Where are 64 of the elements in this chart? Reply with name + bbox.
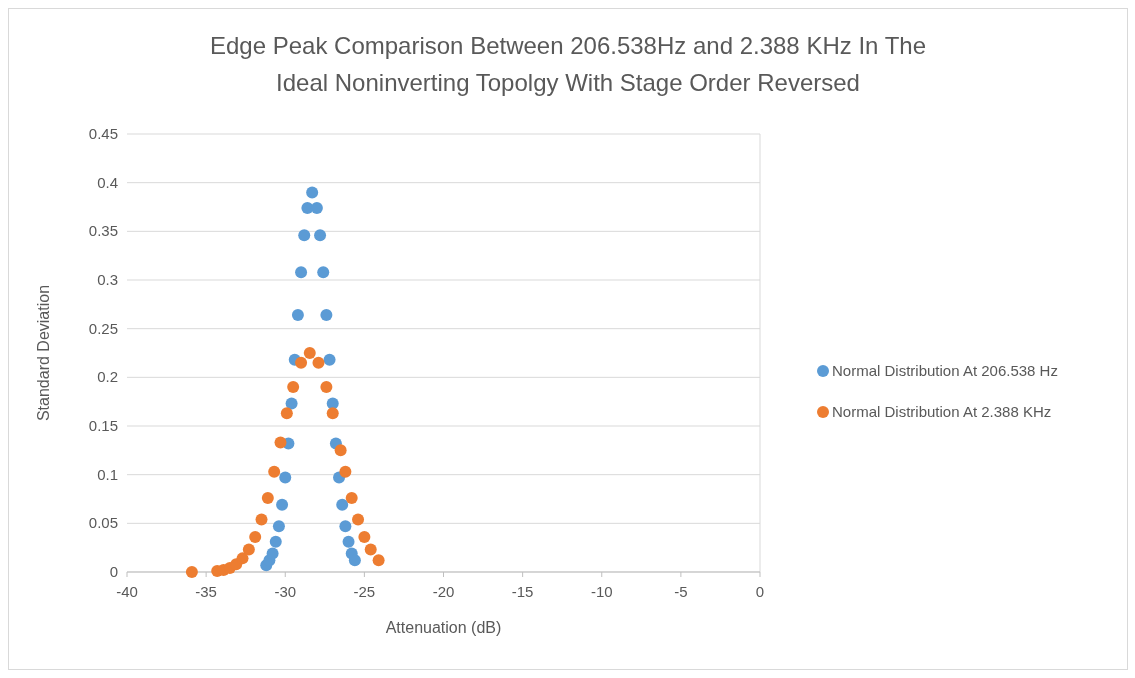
y-tick-label: 0.25 xyxy=(88,319,118,337)
point xyxy=(320,381,333,394)
point xyxy=(274,436,287,449)
y-tick-label: 0.3 xyxy=(97,271,118,288)
x-tick-label: -20 xyxy=(432,583,455,600)
point xyxy=(352,513,365,526)
x-tick-label: -25 xyxy=(353,583,376,600)
x-tick-label: 0 xyxy=(755,583,765,600)
point xyxy=(295,266,308,279)
y-tick-label: 0.2 xyxy=(97,368,118,386)
y-axis-title: Standard Deviation xyxy=(35,284,52,422)
point xyxy=(306,186,319,199)
point xyxy=(295,356,308,369)
point xyxy=(266,547,279,560)
point xyxy=(261,492,274,505)
point xyxy=(268,465,281,478)
y-tick-label: 0.35 xyxy=(88,222,118,240)
point xyxy=(280,407,293,420)
point xyxy=(345,492,358,505)
point xyxy=(348,554,361,567)
point xyxy=(255,513,268,526)
point xyxy=(326,407,339,420)
x-tick-label: -30 xyxy=(274,583,297,600)
point xyxy=(291,309,304,322)
point xyxy=(364,543,377,556)
x-tick-label: -15 xyxy=(511,583,534,600)
point xyxy=(242,543,255,556)
point xyxy=(317,266,330,279)
legend-label: Normal Distribution At 206.538 Hz xyxy=(832,362,1058,379)
point xyxy=(276,498,289,511)
y-tick-label: 0.1 xyxy=(97,465,118,483)
point xyxy=(314,229,327,242)
x-tick-label: -10 xyxy=(590,583,613,600)
chart-title: Edge Peak Comparison Between 206.538Hz and 2.388 KHz In The Ideal Noninverting Topolgy With Stage Order Reversed xyxy=(209,32,927,96)
point xyxy=(334,444,347,457)
point xyxy=(287,381,300,394)
y-tick-label: 0.4 xyxy=(97,173,118,191)
point xyxy=(358,530,371,543)
x-tick-label: -40 xyxy=(116,583,138,600)
point xyxy=(342,535,355,548)
y-tick-label: 0.05 xyxy=(88,514,118,532)
point xyxy=(269,535,282,548)
y-tick-label: 0 xyxy=(109,563,118,580)
point xyxy=(279,471,292,484)
point xyxy=(185,566,198,578)
point xyxy=(320,309,333,322)
y-tick-label: 0.15 xyxy=(88,417,118,434)
point xyxy=(372,554,385,567)
x-tick-label: -5 xyxy=(674,583,688,600)
legend-label: Normal Distribution At 2.388 KHz xyxy=(832,403,1052,420)
point xyxy=(303,347,316,359)
y-tick-label: 0.45 xyxy=(88,125,118,142)
point xyxy=(236,552,249,565)
point xyxy=(339,520,352,533)
point xyxy=(285,397,298,410)
point xyxy=(336,498,349,511)
x-tick-label: -35 xyxy=(195,583,217,600)
point xyxy=(298,229,311,242)
point xyxy=(272,520,285,533)
x-axis-title: Attenuation (dB) xyxy=(385,619,502,636)
point xyxy=(323,353,336,366)
point xyxy=(249,530,262,543)
point xyxy=(312,356,325,369)
point xyxy=(339,465,352,478)
